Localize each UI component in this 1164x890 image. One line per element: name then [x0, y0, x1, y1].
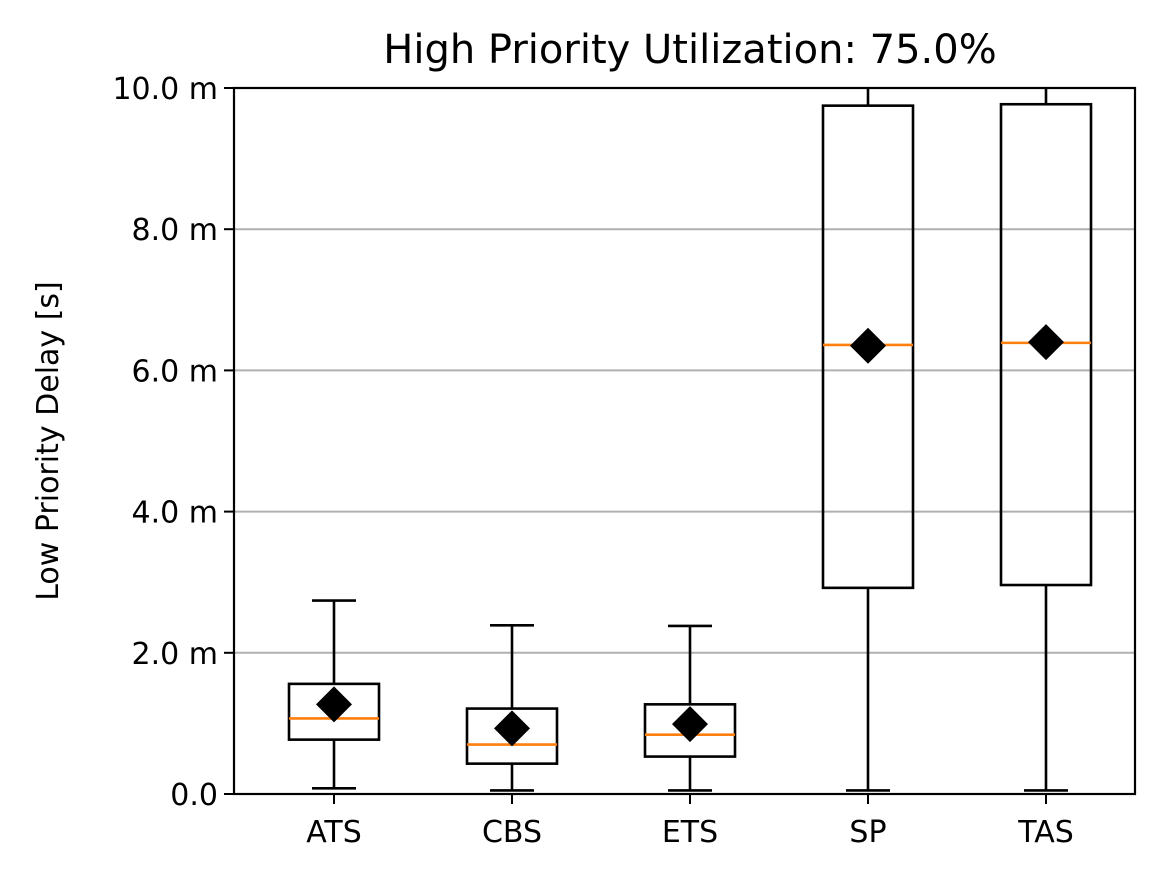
y-tick-label-2: 4.0 m: [132, 496, 218, 531]
plot-area-frame: [232, 86, 1137, 796]
box-sp: [821, 88, 915, 792]
box-ats: [287, 599, 381, 790]
x-tick-label-ets: ETS: [662, 815, 718, 850]
grid-lines: [234, 228, 1135, 654]
x-tick-label-cbs: CBS: [482, 815, 542, 850]
y-tick-label-4: 8.0 m: [132, 213, 218, 248]
iqr-box: [643, 703, 737, 758]
iqr-box: [287, 682, 381, 741]
y-tick-label-3: 6.0 m: [132, 354, 218, 389]
iqr-box: [821, 104, 915, 590]
y-tick-label-5: 10.0 m: [112, 72, 218, 107]
y-axis-ticks: 0.0 2.0 m 4.0 m 6.0 m 8.0 m 10.0 m: [112, 72, 234, 813]
box-cbs: [465, 623, 559, 792]
mean-marker: [850, 327, 886, 364]
mean-marker: [316, 686, 352, 723]
box-ets: [643, 624, 737, 792]
mean-marker: [494, 710, 530, 747]
chart-title: High Priority Utilization: 75.0%: [383, 27, 996, 73]
y-axis-label: Low Priority Delay [s]: [31, 281, 66, 601]
iqr-box: [999, 102, 1093, 587]
mean-marker: [672, 706, 708, 743]
boxes: [287, 88, 1093, 792]
iqr-box: [465, 707, 559, 765]
y-tick-label-0: 0.0: [170, 778, 218, 813]
x-tick-label-tas: TAS: [1017, 815, 1074, 850]
x-tick-label-sp: SP: [849, 815, 886, 850]
y-tick-label-1: 2.0 m: [132, 637, 218, 672]
box-tas: [999, 88, 1093, 792]
x-tick-label-ats: ATS: [306, 815, 362, 850]
mean-marker: [1028, 324, 1064, 361]
x-axis-ticks: ATS CBS ETS SP TAS: [306, 794, 1074, 850]
